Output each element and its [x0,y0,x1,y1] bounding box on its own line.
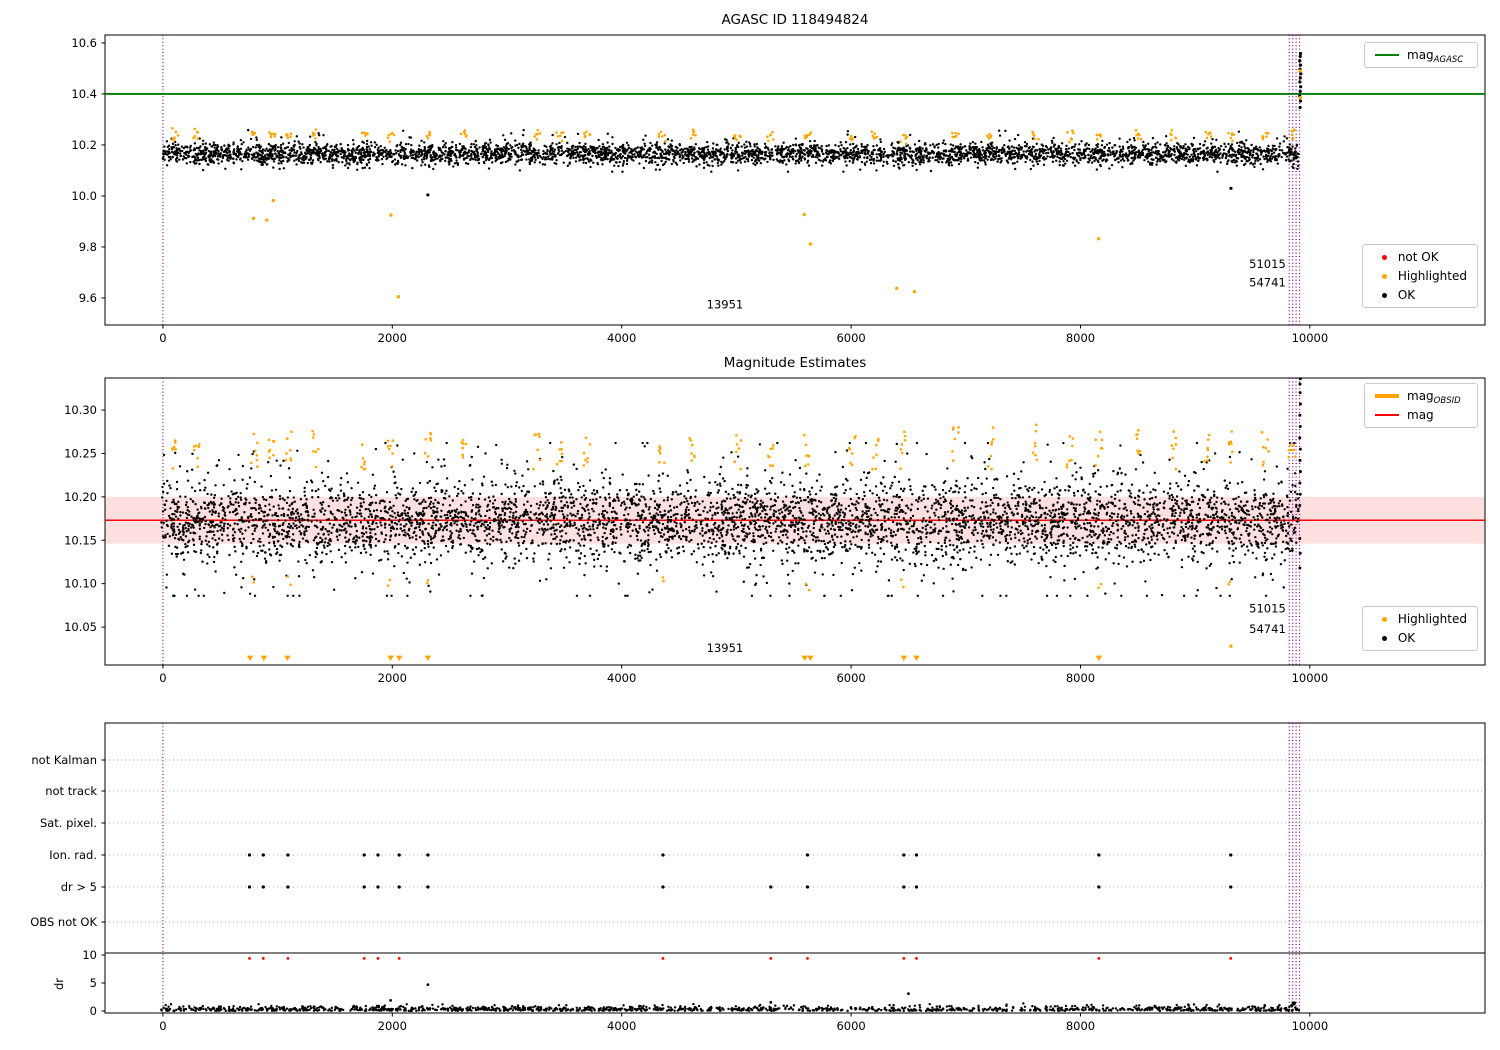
y-tick-label: 10.6 [71,36,97,50]
x-tick-label: 10000 [1292,331,1329,345]
category-tick-label: not Kalman [31,753,97,767]
plot2-title: Magnitude Estimates [723,355,867,371]
plot2-legend-lines: magOBSID mag [1364,383,1478,428]
x-tick-label: 8000 [1066,671,1095,685]
highlighted-points [171,69,1303,299]
legend-entry-ok: OK [1373,288,1467,302]
plot1-legend-status: not OK Highlighted OK [1361,244,1478,308]
plot2-canvas: 13951 51015 54741 0 2000 4000 6000 8000 10000 10.… [64,377,1486,685]
y-tick-label: 10.30 [64,403,97,417]
y-tick-label: 9.8 [79,240,97,254]
ok-points [160,377,1302,598]
legend-entry-not-ok: not OK [1373,250,1467,264]
x-tick-label: 2000 [378,671,407,685]
mag-agasc-label-main: mag [1407,48,1434,62]
not-ok-dr-points [248,956,1233,960]
ion-rad-flag-points [247,853,1233,857]
y-tick-label: 10.05 [64,620,97,634]
x-tick-label: 4000 [607,671,636,685]
x-tick-label: 0 [159,1019,166,1033]
ok-points [161,52,1303,197]
dr-axis-label: dr [52,978,66,990]
below-range-triangle-markers [246,655,1103,661]
legend-entry-highlighted: Highlighted [1373,269,1467,283]
x-tick-label: 6000 [836,331,865,345]
x-tick-label: 10000 [1292,1019,1329,1033]
y-tick-label: 10.0 [71,189,97,203]
category-tick-label: Sat. pixel. [40,816,97,830]
category-tick-label: dr > 5 [61,880,97,894]
y-tick-label: 10.10 [64,577,97,591]
x-tick-label: 8000 [1066,331,1095,345]
x-tick-label: 4000 [607,331,636,345]
x-tick-label: 10000 [1292,671,1329,685]
mag-obsid-line-swatch [1375,394,1399,398]
mag-obsid-label-sub: OBSID [1433,396,1461,406]
mag-obsid-label: magOBSID [1407,389,1461,406]
x-tick-label: 2000 [378,1019,407,1033]
obsid-annotation: 13951 [707,298,744,312]
ok-marker-icon [1381,292,1387,298]
highlighted-label: Highlighted [1397,269,1467,283]
dr-tick-label: 10 [82,948,97,962]
y-tick-label: 10.25 [64,446,97,460]
mag-label: mag [1407,408,1434,422]
x-tick-label: 4000 [607,1019,636,1033]
plot1-title: AGASC ID 118494824 [721,12,869,28]
axes-frame [104,722,1486,1014]
mag-line-swatch [1375,414,1399,416]
highlighted-label: Highlighted [1397,612,1467,626]
category-tick-label: OBS not OK [30,915,97,929]
category-tick-label: Ion. rad. [49,848,97,862]
obsid-annotation: 51015 [1249,257,1286,271]
plot1-legend-line: magAGASC [1364,42,1478,68]
ok-label: OK [1397,288,1416,302]
dr-gt-5-flag-points [247,885,1233,889]
not-ok-marker-icon [1381,254,1387,260]
y-tick-label: 9.6 [79,291,97,305]
ok-label: OK [1397,631,1416,645]
mag-label-main: mag [1407,408,1434,422]
x-tick-label: 6000 [836,1019,865,1033]
dr-points [160,983,1301,1013]
axes-frame [104,377,1486,666]
obsid-annotation: 51015 [1249,601,1286,615]
plot1-canvas: 13951 51015 54741 0 2000 4000 6000 8000 10000 9.6… [71,34,1486,345]
dr-tick-label: 5 [90,976,97,990]
ok-marker-icon [1381,635,1387,641]
legend-entry-ok-2: OK [1373,631,1467,645]
obsid-annotation: 54741 [1249,622,1286,636]
dr-tick-label: 0 [90,1004,97,1018]
legend-entry-mag-obsid: magOBSID [1375,389,1467,406]
obsid-annotation: 13951 [707,641,744,655]
mag-agasc-label-sub: AGASC [1433,55,1464,65]
x-tick-label: 2000 [378,331,407,345]
highlighted-points [170,423,1297,648]
mag-agasc-line-swatch [1375,54,1399,56]
mag-agasc-label: magAGASC [1407,48,1464,65]
not-ok-label: not OK [1397,250,1439,264]
y-tick-label: 10.4 [71,87,97,101]
y-tick-label: 10.20 [64,490,97,504]
legend-entry-highlighted-2: Highlighted [1373,612,1467,626]
legend-entry-mag: mag [1375,408,1467,422]
y-tick-label: 10.2 [71,138,97,152]
highlighted-marker-icon [1381,273,1387,279]
x-tick-label: 6000 [836,671,865,685]
category-tick-label: not track [45,784,97,798]
highlighted-marker-icon [1381,616,1387,622]
y-tick-label: 10.15 [64,533,97,547]
x-tick-label: 0 [159,671,166,685]
mag-obsid-label-main: mag [1407,389,1434,403]
legend-entry-mag-agasc: magAGASC [1375,48,1467,65]
axes-frame [104,34,1486,326]
obsid-annotation: 54741 [1249,275,1286,289]
x-tick-label: 0 [159,331,166,345]
x-tick-label: 8000 [1066,1019,1095,1033]
plot3-canvas: not Kalman not track Sat. pixel. Ion. rad. d… [30,722,1486,1033]
plot2-legend-status: Highlighted OK [1361,606,1478,651]
